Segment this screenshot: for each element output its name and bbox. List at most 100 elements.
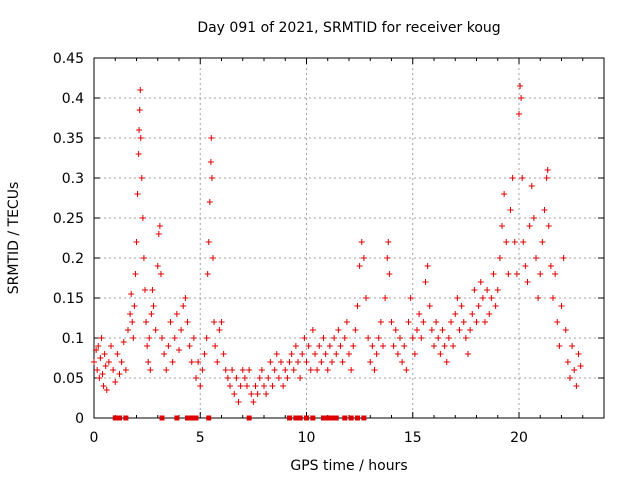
data-point	[333, 351, 340, 357]
data-point	[435, 335, 442, 341]
data-point	[156, 223, 163, 229]
data-point	[490, 271, 497, 277]
data-point	[122, 367, 129, 373]
data-point	[176, 347, 182, 353]
data-point	[116, 371, 123, 377]
data-point	[256, 375, 263, 381]
data-point	[148, 311, 155, 317]
data-point	[339, 359, 346, 365]
data-point	[180, 303, 187, 309]
data-point	[131, 303, 138, 309]
data-point	[280, 383, 287, 389]
data-point	[354, 303, 361, 309]
data-point	[571, 367, 578, 373]
data-point	[97, 355, 104, 361]
zero-point	[355, 415, 360, 421]
zero-point	[189, 415, 195, 421]
data-point	[331, 335, 338, 341]
data-point	[496, 255, 503, 261]
data-point	[182, 295, 189, 301]
zero-point	[193, 415, 199, 421]
data-point	[93, 347, 100, 353]
data-point	[454, 295, 461, 301]
data-point	[520, 239, 527, 245]
data-point	[329, 359, 335, 365]
data-point	[341, 335, 348, 341]
data-point	[411, 351, 418, 357]
data-point	[567, 375, 573, 381]
data-point	[499, 223, 505, 229]
data-point	[138, 175, 145, 181]
data-point	[467, 327, 474, 333]
data-point	[161, 351, 168, 357]
zero-point	[325, 415, 331, 421]
data-point	[399, 359, 406, 365]
data-point	[556, 343, 563, 349]
data-point	[237, 383, 244, 389]
data-point	[577, 363, 584, 369]
data-point	[550, 295, 556, 301]
data-point	[414, 327, 420, 333]
data-point	[433, 319, 440, 325]
data-point	[450, 343, 457, 349]
data-point	[269, 383, 276, 389]
data-point	[484, 287, 491, 293]
data-point	[178, 327, 185, 333]
y-tick-labels: 0 0.05 0.1 0.15 0.2 0.25 0.3 0.35 0.4 0.45	[53, 51, 84, 427]
data-point	[422, 279, 429, 285]
zero-point	[287, 415, 292, 421]
data-point	[241, 375, 248, 381]
data-point	[154, 263, 161, 269]
data-point	[356, 263, 363, 269]
data-point	[193, 375, 199, 381]
data-point	[473, 319, 480, 325]
data-point	[265, 375, 272, 381]
data-point	[91, 359, 97, 365]
zero-point	[342, 415, 348, 421]
y-tick-label: 0	[75, 411, 84, 427]
data-point	[416, 311, 423, 317]
zero-point	[304, 415, 309, 421]
data-point	[443, 359, 450, 365]
data-point	[552, 271, 559, 277]
data-point	[165, 343, 172, 349]
data-point	[134, 191, 141, 197]
data-point	[102, 363, 109, 369]
data-point	[428, 327, 435, 333]
data-point	[392, 327, 399, 333]
data-point	[524, 279, 531, 285]
data-point	[105, 359, 112, 365]
data-point	[517, 83, 524, 89]
data-point	[149, 287, 156, 293]
plot-frame	[93, 57, 605, 419]
data-point	[312, 351, 318, 357]
data-point	[110, 367, 117, 373]
data-point	[318, 359, 325, 365]
data-point	[258, 367, 265, 373]
x-tick-label: 10	[298, 430, 316, 446]
data-point	[145, 359, 152, 365]
data-point	[195, 359, 202, 365]
y-tick-label: 0.25	[53, 211, 84, 227]
data-point	[420, 319, 427, 325]
data-point	[98, 335, 105, 341]
data-point	[326, 343, 333, 349]
tick-layer	[93, 57, 605, 419]
data-point	[173, 311, 180, 317]
zero-point	[117, 415, 122, 421]
data-point	[130, 335, 137, 341]
data-point	[365, 335, 372, 341]
data-point	[501, 191, 508, 197]
data-point	[544, 167, 551, 173]
data-point	[494, 287, 501, 293]
data-point	[229, 367, 236, 373]
data-point	[290, 367, 297, 373]
data-point	[171, 335, 178, 341]
data-point	[418, 335, 425, 341]
data-point	[299, 351, 306, 357]
data-point	[99, 371, 106, 377]
data-point	[246, 367, 253, 373]
data-point	[244, 383, 250, 389]
data-point	[207, 159, 214, 165]
data-point	[516, 111, 522, 117]
